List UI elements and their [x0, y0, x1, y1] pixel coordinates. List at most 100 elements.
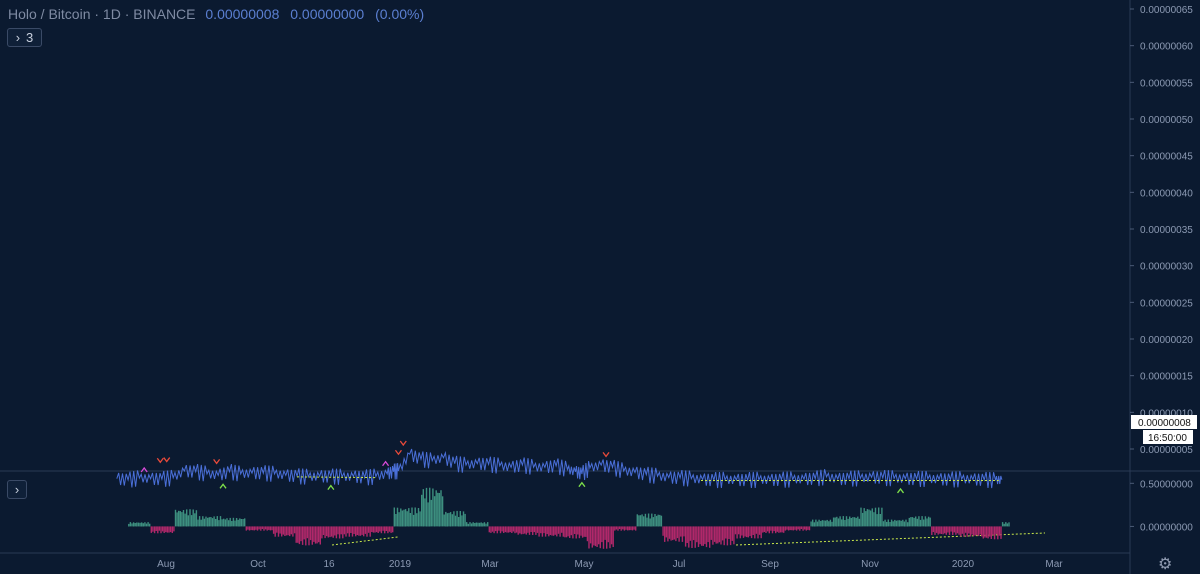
- histogram-bar: [678, 526, 680, 542]
- histogram-bar: [939, 526, 941, 534]
- histogram-bar: [625, 526, 627, 530]
- bearish-marker: [602, 452, 610, 458]
- histogram-bar: [470, 523, 473, 527]
- histogram-bar: [778, 526, 780, 533]
- histogram-bar: [857, 516, 859, 527]
- histogram-bar: [197, 519, 199, 527]
- histogram-bar: [834, 517, 836, 527]
- histogram-bar: [775, 526, 777, 534]
- y-tick-label: 0.00000030: [1140, 262, 1193, 273]
- bearish-marker: [213, 458, 221, 465]
- histogram-bar: [773, 526, 775, 532]
- histogram-bar: [374, 526, 376, 533]
- histogram-bar: [926, 518, 928, 527]
- histogram-bar: [636, 514, 638, 527]
- histogram-bar: [746, 526, 748, 538]
- histogram-bar: [956, 526, 959, 534]
- histogram-bar: [647, 513, 650, 527]
- histogram-bar: [786, 526, 788, 530]
- histogram-bar: [419, 511, 421, 527]
- histogram-bar: [198, 516, 201, 527]
- histogram-bar: [913, 517, 915, 527]
- histogram-bar: [601, 526, 603, 543]
- histogram-bar: [449, 512, 452, 527]
- histogram-bar: [412, 514, 415, 527]
- histogram-bar: [836, 516, 838, 527]
- last-price-tag-text: 0.00000008: [1138, 418, 1191, 429]
- histogram-bar: [245, 526, 247, 531]
- histogram-bar: [895, 520, 898, 527]
- histogram-bar: [960, 526, 962, 537]
- oscillator-toggle-button[interactable]: ›: [7, 480, 27, 499]
- histogram-bar: [256, 526, 259, 531]
- histogram-bar: [543, 526, 545, 534]
- histogram-bar: [237, 519, 239, 527]
- indicators-toggle-button[interactable]: › 3: [7, 28, 42, 47]
- histogram-bar: [424, 498, 426, 527]
- histogram-bar: [644, 513, 647, 527]
- histogram-bar: [668, 526, 671, 539]
- histogram-bar: [972, 526, 975, 536]
- histogram-bar: [292, 526, 294, 537]
- histogram-bar: [757, 526, 759, 539]
- histogram-bar: [776, 526, 778, 532]
- histogram-bar: [319, 526, 321, 545]
- histogram-bar: [964, 526, 967, 533]
- bullish-marker: [896, 487, 905, 494]
- histogram-bar: [250, 526, 252, 531]
- histogram-bar: [493, 526, 495, 534]
- histogram-bar: [234, 520, 236, 527]
- x-tick-label: Sep: [761, 559, 779, 570]
- histogram-bar: [469, 522, 471, 527]
- histogram-bar: [538, 526, 540, 537]
- gear-icon[interactable]: ⚙: [1158, 556, 1173, 573]
- x-tick-label: Jul: [673, 559, 686, 570]
- histogram-bar: [174, 509, 177, 527]
- histogram-bar: [614, 526, 616, 531]
- histogram-bar: [594, 526, 597, 547]
- histogram-bar: [573, 526, 576, 534]
- histogram-bar: [631, 526, 634, 531]
- histogram-bar: [150, 526, 152, 533]
- histogram-bar: [557, 526, 560, 534]
- histogram-bar: [993, 526, 996, 540]
- histogram-bar: [195, 510, 198, 527]
- histogram-bar: [961, 526, 964, 534]
- histogram-bar: [269, 526, 272, 531]
- histogram-bar: [477, 522, 479, 527]
- histogram-bar: [889, 522, 891, 527]
- histogram-bar: [633, 526, 635, 530]
- histogram-bar: [472, 522, 474, 527]
- histogram-bar: [417, 508, 420, 527]
- histogram-bar: [387, 526, 389, 534]
- histogram-bar: [918, 516, 920, 527]
- histogram-bar: [955, 526, 957, 535]
- histogram-bar: [152, 526, 154, 532]
- histogram-bar: [530, 526, 532, 532]
- histogram-bar: [905, 519, 907, 527]
- histogram-bar: [709, 526, 711, 548]
- histogram-bar: [820, 521, 822, 527]
- histogram-bar: [807, 526, 809, 530]
- histogram-bar: [618, 526, 621, 529]
- histogram-bar: [382, 526, 384, 531]
- histogram-bar: [430, 499, 432, 527]
- histogram-bar: [205, 516, 207, 527]
- histogram-bar: [789, 526, 791, 531]
- histogram-bar: [937, 526, 939, 535]
- histogram-bar: [414, 507, 416, 527]
- histogram-bar: [260, 526, 262, 531]
- histogram-bar: [136, 522, 138, 527]
- histogram-bar: [771, 526, 774, 534]
- histogram-bar: [519, 526, 521, 534]
- histogram-bar: [660, 515, 663, 527]
- histogram-bar: [945, 526, 947, 535]
- histogram-bar: [763, 526, 766, 532]
- histogram-bar: [284, 526, 286, 536]
- histogram-bar: [826, 519, 828, 527]
- y-tick-label: 0.00000025: [1140, 298, 1193, 309]
- histogram-bar: [733, 526, 735, 545]
- histogram-bar: [482, 523, 484, 527]
